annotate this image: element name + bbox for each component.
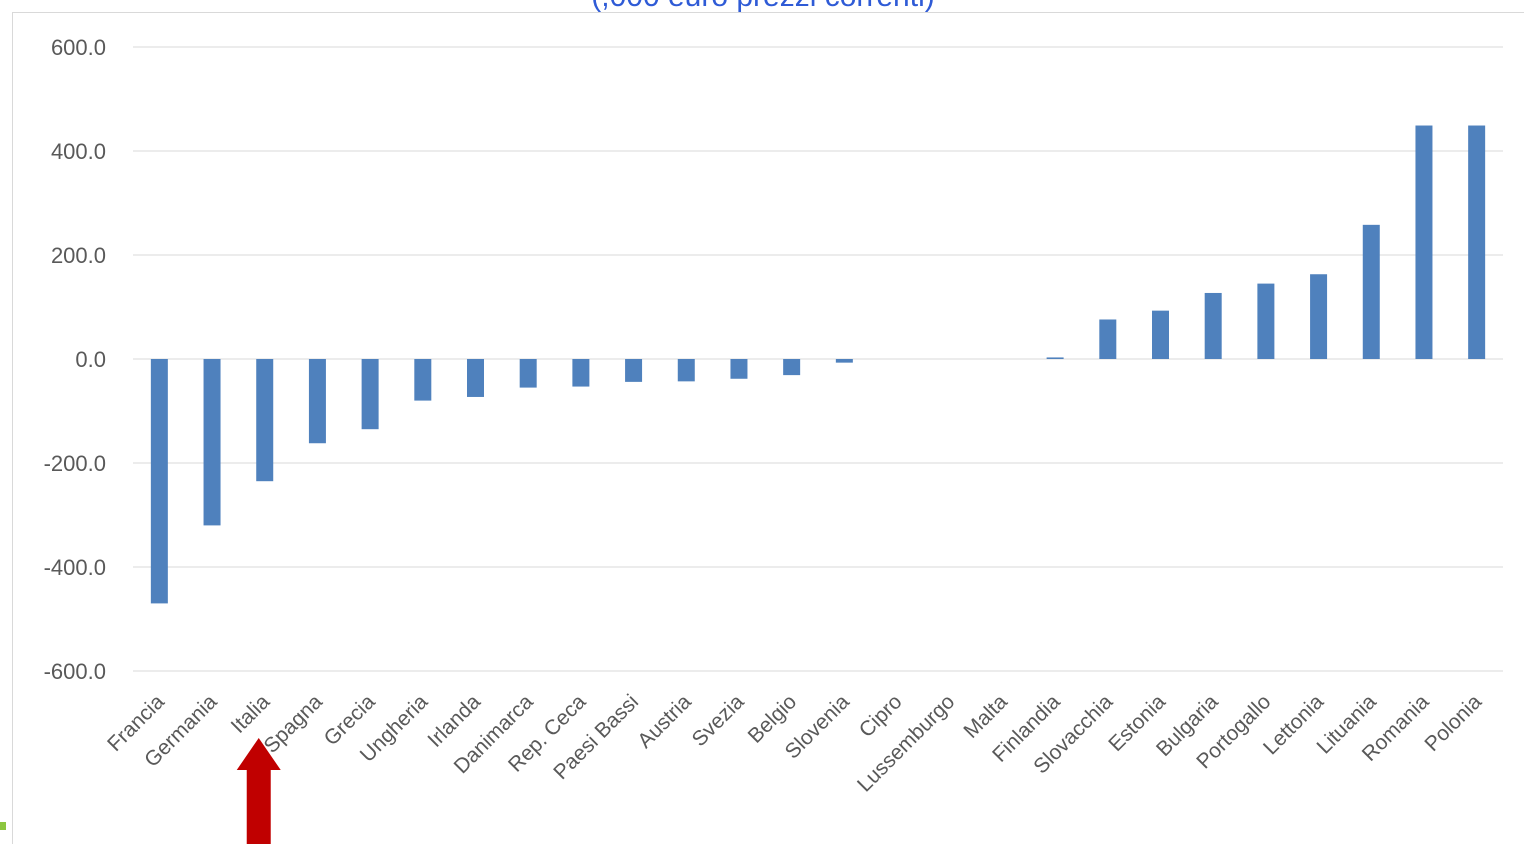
bar — [1046, 357, 1064, 359]
bar — [414, 359, 432, 401]
highlight-arrow-icon — [236, 738, 281, 844]
slide-accent-mark — [0, 822, 6, 830]
x-tick-label: Svezia — [688, 690, 749, 751]
bar — [361, 359, 379, 430]
bar — [1204, 292, 1222, 359]
bar — [1152, 310, 1169, 359]
gridlines — [133, 46, 1503, 672]
bar — [1257, 283, 1275, 359]
bar — [783, 359, 801, 376]
bars — [150, 125, 1486, 604]
x-tick-label: Spagna — [259, 690, 327, 758]
bar — [256, 359, 274, 482]
bar — [1362, 224, 1380, 359]
y-tick-label: 200.0 — [51, 243, 106, 268]
bar — [1099, 319, 1117, 359]
bar — [572, 359, 590, 387]
bar — [203, 359, 221, 526]
bar — [625, 359, 643, 382]
chart-title: (,000 euro prezzi correnti) — [0, 0, 1526, 14]
bar — [467, 359, 484, 397]
y-tick-label: -200.0 — [44, 451, 106, 476]
y-tick-label: -600.0 — [44, 659, 106, 684]
x-tick-label: Austria — [633, 690, 696, 753]
y-tick-label: 0.0 — [75, 347, 106, 372]
chart-frame — [12, 12, 1524, 844]
bar — [677, 359, 695, 382]
bar — [1310, 274, 1328, 359]
y-tick-label: 400.0 — [51, 139, 106, 164]
x-tick-label: Polonia — [1420, 690, 1486, 756]
x-tick-label: Italia — [227, 690, 275, 738]
bar — [835, 359, 853, 363]
annotations — [236, 738, 281, 844]
y-tick-label: 600.0 — [51, 35, 106, 60]
y-tick-label: -400.0 — [44, 555, 106, 580]
bar — [730, 359, 748, 379]
bar — [1415, 125, 1433, 360]
y-axis-tick-labels: 600.0 400.0 200.0 0.0 -200.0 -400.0 -600.0 — [44, 35, 106, 684]
bar — [308, 359, 326, 444]
bar — [150, 359, 168, 604]
bar — [1468, 125, 1486, 360]
bar — [519, 359, 537, 388]
